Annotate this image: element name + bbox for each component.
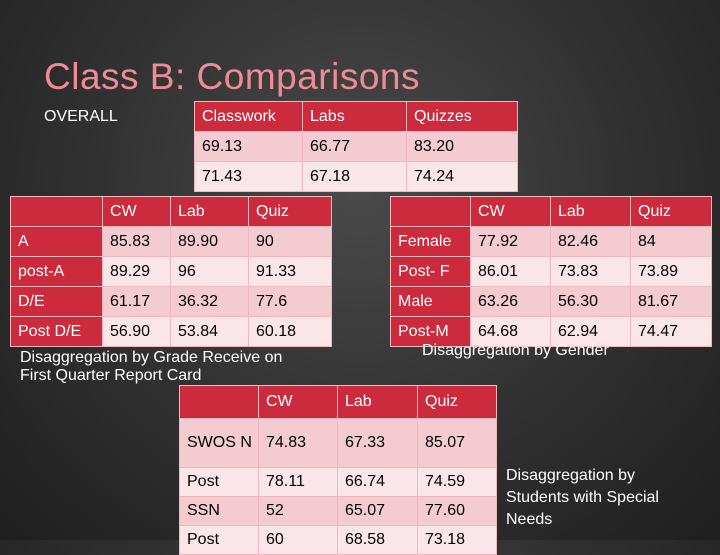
- table-cell: 74.24: [406, 161, 518, 192]
- table-cell: 85.07: [417, 418, 497, 468]
- table-row: D/E 61.17 36.32 77.6: [10, 286, 332, 317]
- header-cell: CW: [470, 196, 551, 227]
- table-cell: 63.26: [470, 286, 551, 317]
- table-row: post-A 89.29 96 91.33: [10, 256, 332, 287]
- header-cell: CW: [102, 196, 171, 227]
- header-cell: Lab: [337, 385, 418, 419]
- row-header: post-A: [10, 256, 103, 287]
- table-cell: 74.47: [630, 316, 712, 347]
- table-row: Post 78.11 66.74 74.59: [179, 467, 497, 497]
- header-cell: [390, 196, 471, 227]
- table-cell: 89.90: [170, 226, 249, 257]
- overall-table: Classwork Labs Quizzes 69.13 66.77 83.20…: [194, 101, 518, 192]
- table-cell: 78.11: [258, 467, 338, 497]
- table-cell: 86.01: [470, 256, 551, 287]
- table-cell: 60: [258, 525, 338, 555]
- special-needs-caption: Disaggregation by Students with Special …: [506, 467, 659, 528]
- table-cell: 71.43: [194, 161, 303, 192]
- table-cell: 77.92: [470, 226, 551, 257]
- table-cell: 77.60: [417, 496, 497, 526]
- table-cell: 74.83: [258, 418, 338, 468]
- row-header: Post-M: [390, 316, 471, 347]
- table-cell: 61.17: [102, 286, 171, 317]
- row-header: Post- F: [390, 256, 471, 287]
- grade-caption: Disaggregation by Grade Receive on First…: [20, 349, 283, 384]
- overall-label: OVERALL: [44, 108, 118, 125]
- row-header: D/E: [10, 286, 103, 317]
- table-cell: 66.74: [337, 467, 418, 497]
- table-cell: Post: [179, 525, 259, 555]
- gender-table: CW Lab Quiz Female 77.92 82.46 84 Post- …: [390, 196, 712, 347]
- table-row: 69.13 66.77 83.20: [194, 131, 518, 162]
- table-cell: 52: [258, 496, 338, 526]
- table-header-row: CW Lab Quiz: [10, 196, 332, 227]
- row-header: Female: [390, 226, 471, 257]
- slide-title: Class B: Comparisons: [44, 56, 421, 97]
- header-cell: Labs: [302, 101, 407, 132]
- table-cell: 73.89: [630, 256, 712, 287]
- table-cell: 60.18: [248, 316, 332, 347]
- header-cell: [10, 196, 103, 227]
- special-needs-table: CW Lab Quiz SWOS N 74.83 67.33 85.07 Pos…: [179, 385, 497, 555]
- table-cell: 73.18: [417, 525, 497, 555]
- header-cell: Quizzes: [406, 101, 518, 132]
- table-row: Post-M 64.68 62.94 74.47: [390, 316, 712, 347]
- header-cell: Lab: [550, 196, 631, 227]
- table-cell: 84: [630, 226, 712, 257]
- table-cell: 82.46: [550, 226, 631, 257]
- table-cell: 67.33: [337, 418, 418, 468]
- header-cell: Classwork: [194, 101, 303, 132]
- header-cell: Quiz: [630, 196, 712, 227]
- table-row: A 85.83 89.90 90: [10, 226, 332, 257]
- table-cell: 89.29: [102, 256, 171, 287]
- table-cell: 81.67: [630, 286, 712, 317]
- row-header: A: [10, 226, 103, 257]
- header-cell: [179, 385, 259, 419]
- table-cell: 91.33: [248, 256, 332, 287]
- table-row: 71.43 67.18 74.24: [194, 161, 518, 192]
- table-row: SWOS N 74.83 67.33 85.07: [179, 418, 497, 468]
- header-cell: Quiz: [417, 385, 497, 419]
- table-cell: 62.94: [550, 316, 631, 347]
- table-cell: Post: [179, 467, 259, 497]
- table-cell: SSN: [179, 496, 259, 526]
- table-cell: 68.58: [337, 525, 418, 555]
- table-cell: 36.32: [170, 286, 249, 317]
- table-row: Post 60 68.58 73.18: [179, 525, 497, 555]
- table-cell: SWOS N: [179, 418, 259, 468]
- table-cell: 85.83: [102, 226, 171, 257]
- table-row: Post D/E 56.90 53.84 60.18: [10, 316, 332, 347]
- table-header-row: CW Lab Quiz: [179, 385, 497, 419]
- table-cell: 67.18: [302, 161, 407, 192]
- header-cell: CW: [258, 385, 338, 419]
- table-cell: 65.07: [337, 496, 418, 526]
- header-cell: Quiz: [248, 196, 332, 227]
- table-cell: 83.20: [406, 131, 518, 162]
- table-cell: 56.30: [550, 286, 631, 317]
- table-cell: 53.84: [170, 316, 249, 347]
- table-header-row: CW Lab Quiz: [390, 196, 712, 227]
- row-header: Male: [390, 286, 471, 317]
- table-cell: 73.83: [550, 256, 631, 287]
- table-header-row: Classwork Labs Quizzes: [194, 101, 518, 132]
- table-cell: 90: [248, 226, 332, 257]
- table-cell: 96: [170, 256, 249, 287]
- table-cell: 69.13: [194, 131, 303, 162]
- table-cell: 74.59: [417, 467, 497, 497]
- table-row: Female 77.92 82.46 84: [390, 226, 712, 257]
- table-cell: 77.6: [248, 286, 332, 317]
- table-cell: 56.90: [102, 316, 171, 347]
- gender-caption: Disaggregation by Gender: [422, 342, 609, 359]
- header-cell: Lab: [170, 196, 249, 227]
- table-row: Male 63.26 56.30 81.67: [390, 286, 712, 317]
- row-header: Post D/E: [10, 316, 103, 347]
- grade-table: CW Lab Quiz A 85.83 89.90 90 post-A 89.2…: [10, 196, 332, 347]
- table-row: Post- F 86.01 73.83 73.89: [390, 256, 712, 287]
- table-row: SSN 52 65.07 77.60: [179, 496, 497, 526]
- table-cell: 66.77: [302, 131, 407, 162]
